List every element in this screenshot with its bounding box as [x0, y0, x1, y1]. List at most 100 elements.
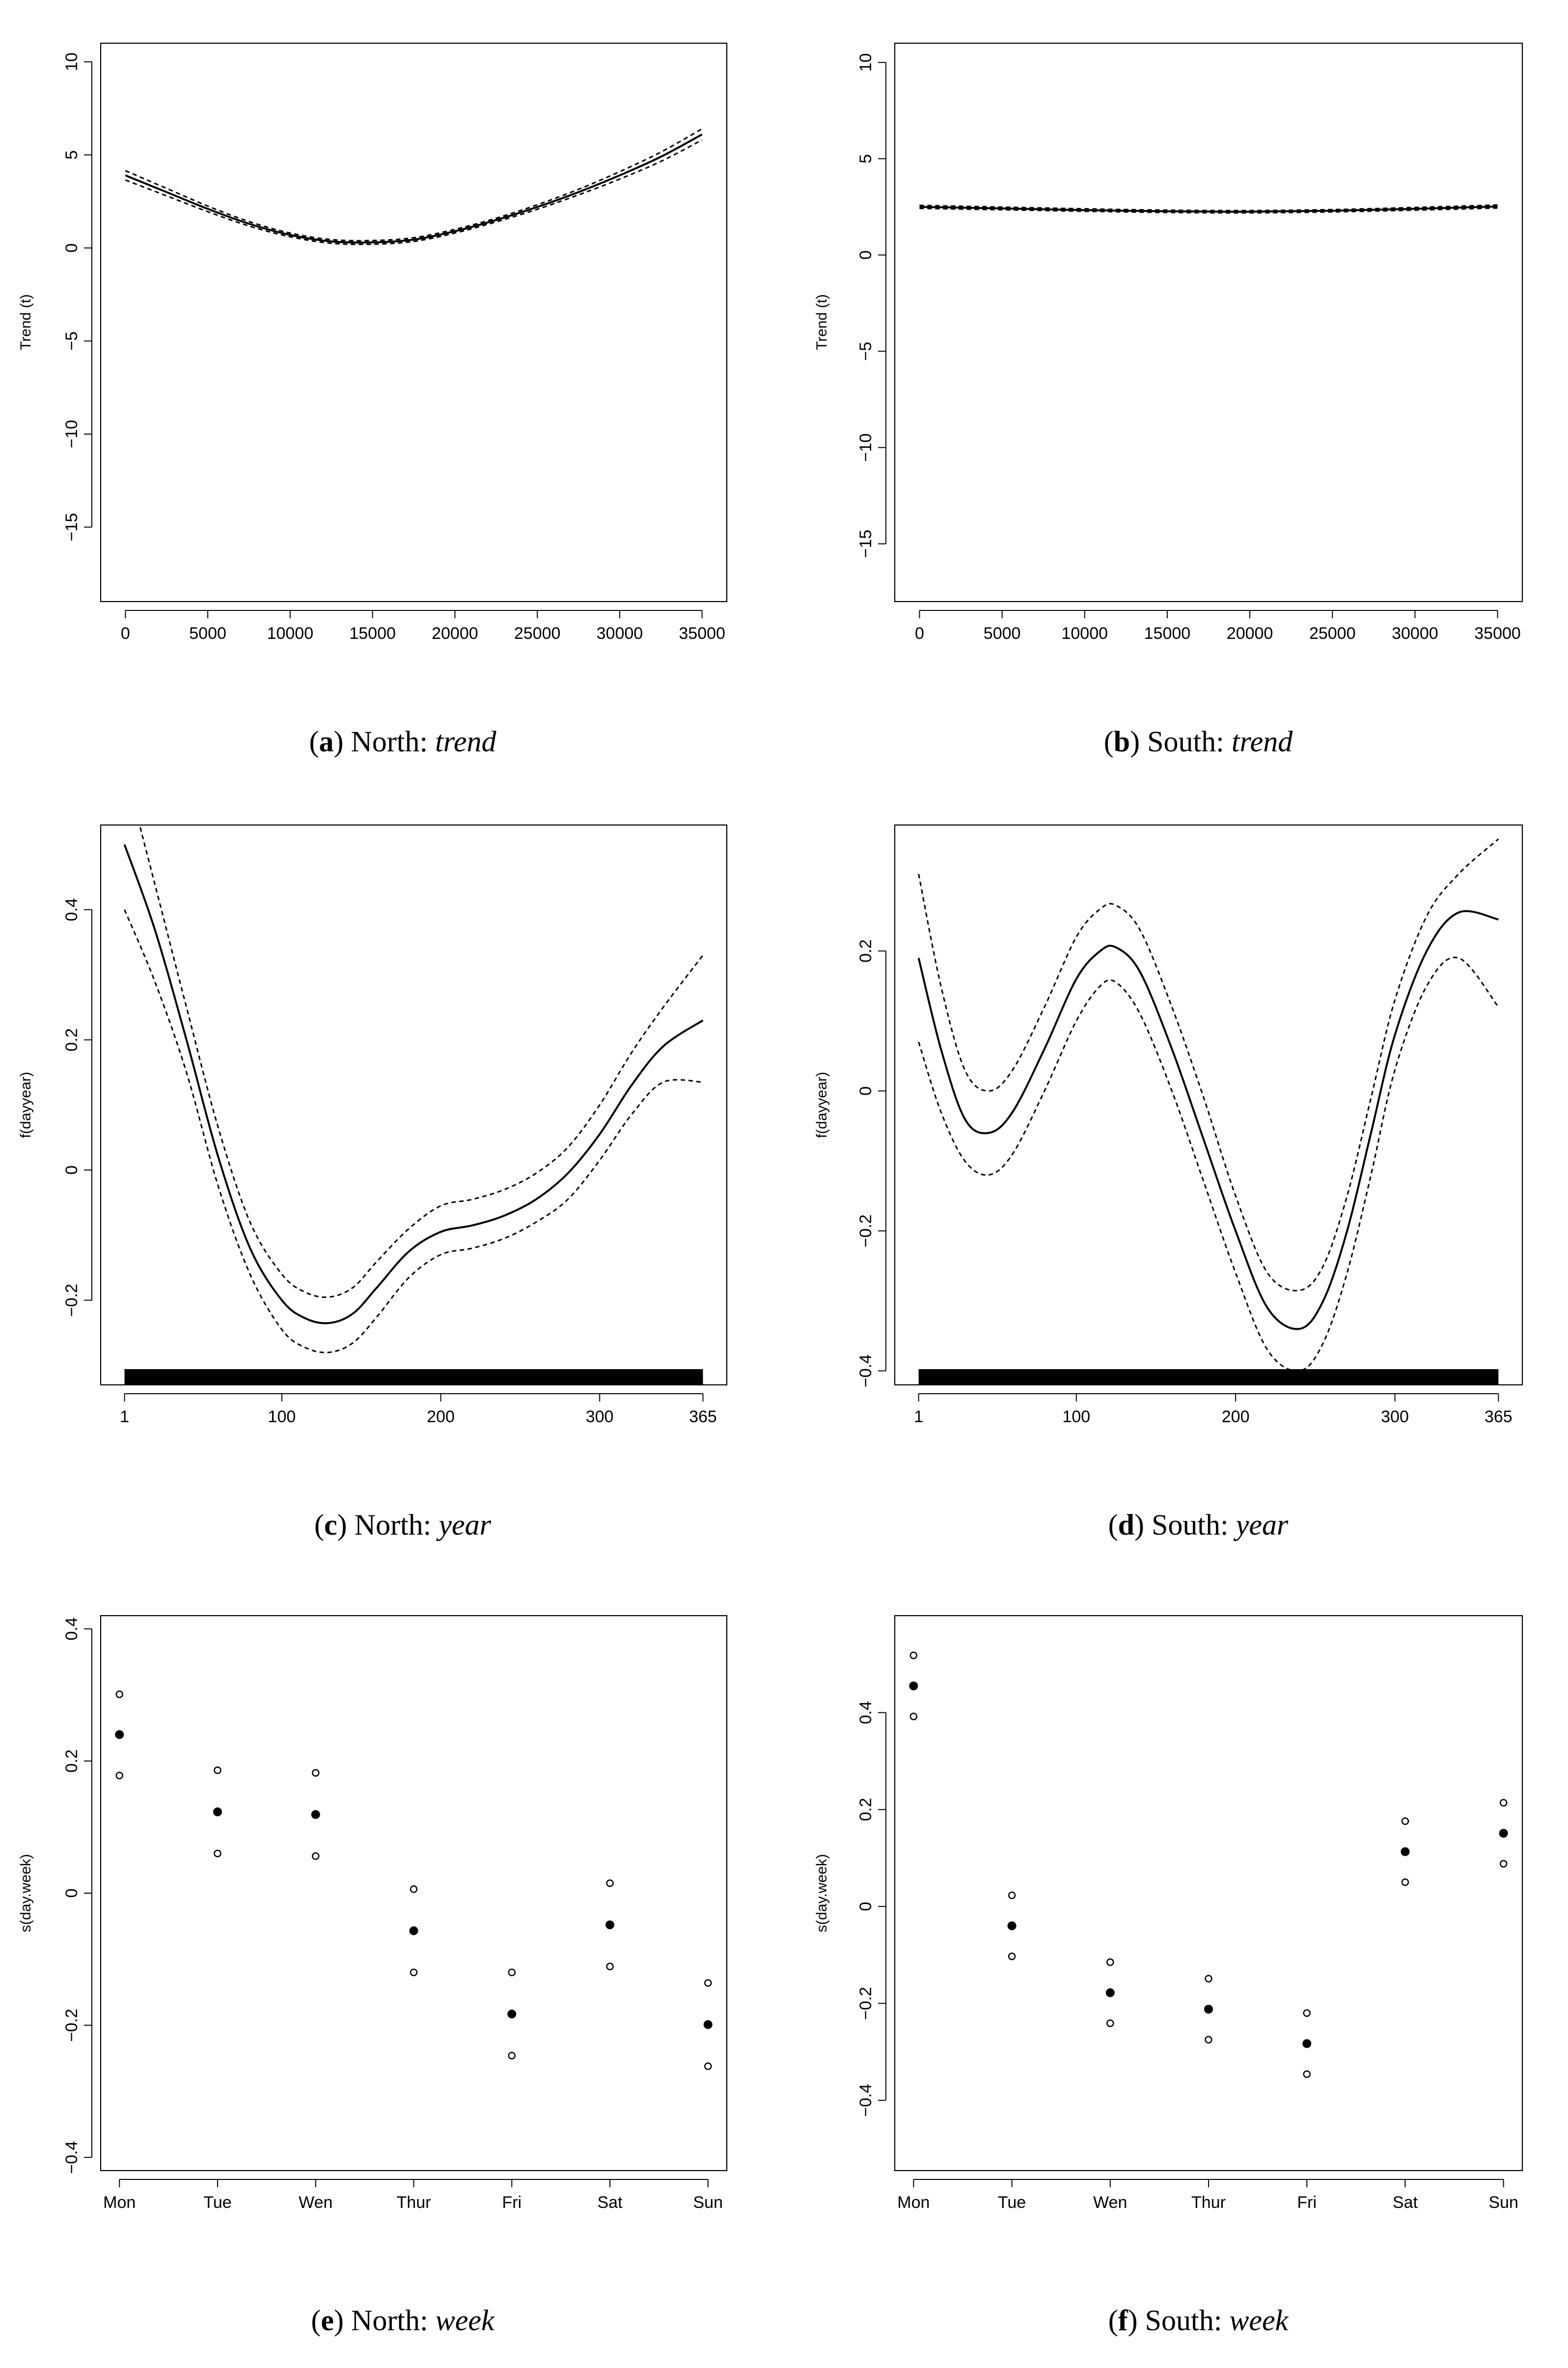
caption-region: South:: [1145, 2304, 1230, 2337]
estimate-point: [1499, 1829, 1508, 1838]
x-tick-label: Sun: [1488, 2193, 1518, 2212]
y-tick-label: −0.4: [856, 1354, 875, 1387]
x-tick-label: 35000: [679, 624, 725, 643]
y-tick-label: 0.2: [856, 1798, 875, 1821]
caption-term: year: [1233, 1509, 1289, 1541]
y-tick-label: −0.4: [62, 2141, 81, 2174]
upper-bound-point: [704, 1979, 712, 1987]
series-upper-line: [918, 838, 1499, 1292]
y-axis-label: f(dayyear): [814, 1072, 830, 1138]
x-tick-label: Wen: [1093, 2193, 1127, 2212]
lower-bound-point: [1106, 2019, 1114, 2027]
x-tick-label: 5000: [984, 624, 1021, 643]
x-tick-label: 25000: [514, 624, 561, 643]
lower-bound-point: [1499, 1860, 1508, 1868]
series-upper-line: [138, 825, 704, 1298]
y-tick-label: 0: [856, 1902, 875, 1911]
upper-bound-point: [312, 1769, 320, 1777]
plot-frame: [894, 1615, 1523, 2172]
panel-caption: (d) South: year: [1108, 1509, 1289, 1541]
x-tick-label: 30000: [1392, 624, 1438, 643]
x-tick-label: 35000: [1474, 624, 1521, 643]
x-tick-label: 100: [268, 1407, 296, 1426]
caption-term: year: [436, 1509, 491, 1541]
upper-bound-point: [1106, 1958, 1114, 1966]
caption-close-paren: ): [1128, 2304, 1145, 2337]
plot-frame: [894, 824, 1523, 1386]
estimate-point: [909, 1681, 918, 1691]
estimate-point: [703, 2020, 713, 2029]
x-tick-label: Thur: [1191, 2193, 1226, 2212]
y-tick-label: −0.2: [856, 1214, 875, 1247]
lower-bound-point: [410, 1968, 418, 1977]
y-tick-label: 0: [62, 243, 81, 252]
lower-bound-point: [1303, 2070, 1311, 2078]
x-tick-label: Fri: [1297, 2193, 1317, 2212]
y-tick-label: 0.4: [62, 1617, 81, 1640]
series-estimate-line: [919, 205, 1498, 213]
y-axis-label: s(day.week): [18, 1854, 34, 1932]
series-estimate-line: [123, 844, 704, 1324]
upper-bound-point: [1205, 1975, 1212, 1983]
x-tick-label: 5000: [189, 624, 226, 643]
upper-bound-point: [606, 1879, 614, 1887]
caption-open-paren: (: [1104, 725, 1114, 758]
panel-caption: (b) South: trend: [1104, 725, 1293, 758]
y-tick-label: 0: [856, 250, 875, 260]
y-tick-label: −0.2: [62, 2009, 81, 2041]
x-tick-label: Sun: [693, 2193, 723, 2212]
caption-letter: e: [321, 2304, 334, 2337]
estimate-point: [1105, 1988, 1115, 1997]
caption-letter: c: [324, 1509, 337, 1541]
panel-caption: (a) North: trend: [309, 725, 496, 758]
x-tick-label: 200: [1222, 1407, 1250, 1426]
x-tick-label: Sat: [597, 2193, 623, 2212]
rug-bar: [918, 1369, 1499, 1385]
caption-close-paren: ): [1130, 725, 1147, 758]
y-tick-label: 10: [62, 53, 81, 71]
upper-bound-point: [115, 1690, 123, 1698]
caption-close-paren: ): [337, 1509, 355, 1541]
y-tick-label: 0.4: [856, 1701, 875, 1724]
panel-d: 0.2 0 −0.2 −0.4 f(dayyear) 1 100 200 300 365 (d) S…: [814, 824, 1523, 1541]
panel-a: 10 5 0 −5 −10 −15 Trend (t) 0 5000 10000 15000 2000…: [18, 42, 728, 758]
caption-term: week: [436, 2304, 495, 2337]
x-tick-label: 0: [121, 624, 130, 643]
caption-region: South:: [1152, 1509, 1236, 1541]
y-tick-label: −15: [856, 530, 875, 558]
x-tick-label: 20000: [432, 624, 478, 643]
y-tick-label: −5: [856, 342, 875, 361]
y-tick-label: −0.2: [856, 1987, 875, 2020]
estimate-point: [1007, 1921, 1017, 1930]
series-estimate-line: [917, 910, 1499, 1330]
caption-open-paren: (: [1108, 2304, 1118, 2337]
x-tick-label: 10000: [267, 624, 314, 643]
caption-term: trend: [435, 725, 496, 758]
y-tick-label: 0.2: [62, 1749, 81, 1772]
x-tick-label: 20000: [1227, 624, 1273, 643]
lower-bound-point: [1008, 1953, 1016, 1960]
caption-letter: d: [1118, 1509, 1134, 1541]
estimate-point: [1401, 1847, 1410, 1856]
x-tick-label: Tue: [203, 2193, 231, 2212]
y-axis-label: f(dayyear): [18, 1072, 34, 1138]
panel-b: 10 5 0 −5 −10 −15 Trend (t) 0 5000 10000 15000 2000…: [814, 42, 1523, 758]
upper-bound-point: [909, 1652, 918, 1659]
caption-open-paren: (: [311, 2304, 321, 2337]
lower-bound-point: [508, 2052, 516, 2060]
upper-bound-point: [214, 1766, 221, 1774]
plot-frame: [100, 42, 728, 603]
y-tick-label: 0.2: [62, 1028, 81, 1051]
x-tick-label: Tue: [998, 2193, 1026, 2212]
y-axis-label: Trend (t): [18, 294, 34, 350]
plot-frame: [100, 1615, 728, 2172]
upper-bound-point: [508, 1968, 516, 1977]
x-tick-label: Mon: [897, 2193, 930, 2212]
x-tick-label: Mon: [103, 2193, 136, 2212]
caption-close-paren: ): [1134, 1509, 1152, 1541]
caption-region: North:: [351, 725, 435, 758]
y-tick-label: −10: [856, 434, 875, 462]
estimate-point: [605, 1920, 614, 1929]
y-tick-label: 10: [856, 53, 875, 72]
